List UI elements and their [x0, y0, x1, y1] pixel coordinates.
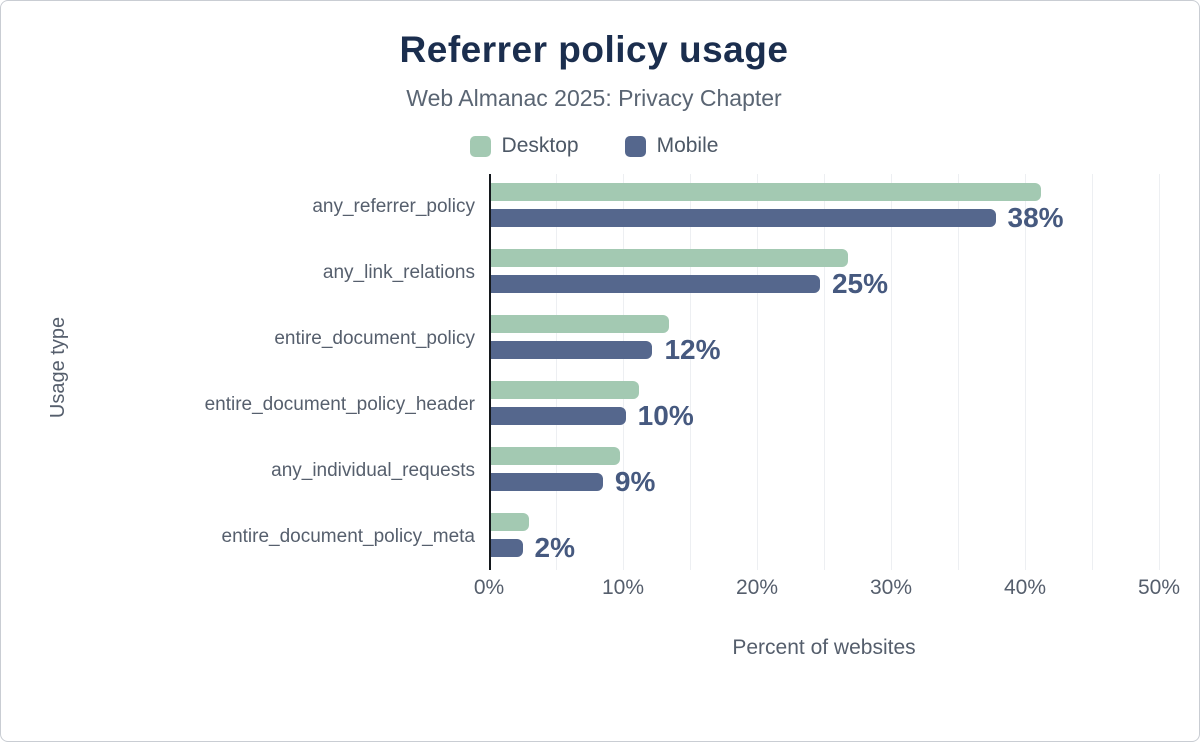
chart-area: Usage type any_referrer_policy 38% any_lin… — [29, 174, 1180, 660]
bar-rows: any_referrer_policy 38% any_link_relations… — [89, 174, 1159, 570]
x-tick-label: 30% — [869, 576, 913, 599]
mobile-bar — [489, 538, 523, 557]
x-tick-label: 40% — [1003, 576, 1047, 599]
bar-group: 12% — [489, 314, 1159, 365]
desktop-bar — [489, 182, 1042, 201]
mobile-bar — [489, 472, 603, 491]
bar-row: entire_document_policy_header 10% — [89, 372, 1159, 438]
mobile-swatch-icon — [624, 135, 646, 157]
value-label: 2% — [534, 531, 575, 563]
desktop-bar — [489, 248, 849, 267]
x-axis-title: Percent of websites — [732, 636, 916, 659]
x-tick-label: 50% — [1137, 576, 1181, 599]
gridline — [1159, 174, 1160, 570]
x-tick-label: 0% — [473, 576, 505, 599]
gridline — [623, 174, 624, 570]
bar-row: any_individual_requests 9% — [89, 438, 1159, 504]
bar-group: 38% — [489, 182, 1159, 233]
mobile-bar — [489, 340, 653, 359]
value-label: 10% — [637, 399, 694, 431]
x-tick-label: 10% — [601, 576, 645, 599]
y-axis-title: Usage type — [47, 316, 70, 418]
mobile-bar-line: 9% — [489, 465, 1159, 497]
bar-row: any_link_relations 25% — [89, 240, 1159, 306]
legend: Desktop Mobile — [29, 134, 1159, 158]
gridline — [556, 174, 557, 570]
x-axis-ticks: 0% 10% 20% 30% 40% 50% — [474, 576, 1180, 610]
y-axis-line — [489, 174, 491, 570]
category-label: entire_document_policy_meta — [221, 526, 476, 547]
mobile-bar — [489, 274, 820, 293]
y-axis-title-column: Usage type — [29, 174, 89, 660]
gridline — [690, 174, 691, 570]
mobile-bar-line: 38% — [489, 201, 1159, 233]
chart-main: any_referrer_policy 38% any_link_relations… — [89, 174, 1180, 660]
chart-title: Referrer policy usage — [399, 29, 789, 70]
category-label: any_link_relations — [322, 262, 475, 283]
legend-item-desktop[interactable]: Desktop — [469, 134, 579, 158]
value-label: 25% — [831, 267, 889, 299]
desktop-bar — [489, 446, 621, 465]
chart-subtitle: Web Almanac 2025: Privacy Chapter — [406, 85, 782, 111]
value-label: 12% — [664, 333, 721, 365]
category-label: entire_document_policy_header — [204, 394, 475, 415]
mobile-bar-line: 12% — [489, 333, 1159, 365]
bar-row: any_referrer_policy 38% — [89, 174, 1159, 240]
mobile-bar — [489, 208, 996, 227]
bar-group: 10% — [489, 380, 1159, 431]
legend-label-mobile: Mobile — [656, 134, 719, 157]
grid-layer — [489, 174, 1160, 570]
gridline — [891, 174, 892, 570]
category-label: any_individual_requests — [271, 460, 475, 481]
desktop-swatch-icon — [469, 135, 491, 157]
bar-row: entire_document_policy_meta 2% — [89, 504, 1159, 570]
gridline — [824, 174, 825, 570]
plot-area: any_referrer_policy 38% any_link_relations… — [89, 174, 1160, 570]
gridline — [757, 174, 758, 570]
bar-row: entire_document_policy 12% — [89, 306, 1159, 372]
gridline — [958, 174, 959, 570]
value-label: 38% — [1007, 201, 1064, 233]
bar-group: 25% — [489, 248, 1159, 299]
value-label: 9% — [614, 465, 656, 497]
bar-group: 2% — [489, 512, 1159, 563]
gridline — [1025, 174, 1026, 570]
category-label: any_referrer_policy — [312, 196, 475, 217]
bar-group: 9% — [489, 446, 1159, 497]
gridline — [1092, 174, 1093, 570]
mobile-bar-line: 25% — [489, 267, 1159, 299]
category-label: entire_document_policy — [274, 328, 475, 349]
desktop-bar — [489, 380, 640, 399]
desktop-bar — [489, 512, 530, 531]
x-tick-label: 20% — [735, 576, 779, 599]
legend-item-mobile[interactable]: Mobile — [624, 134, 719, 158]
mobile-bar-line: 2% — [489, 531, 1159, 563]
desktop-bar — [489, 314, 669, 333]
mobile-bar-line: 10% — [489, 399, 1159, 431]
mobile-bar — [489, 406, 626, 425]
legend-label-desktop: Desktop — [501, 134, 579, 157]
